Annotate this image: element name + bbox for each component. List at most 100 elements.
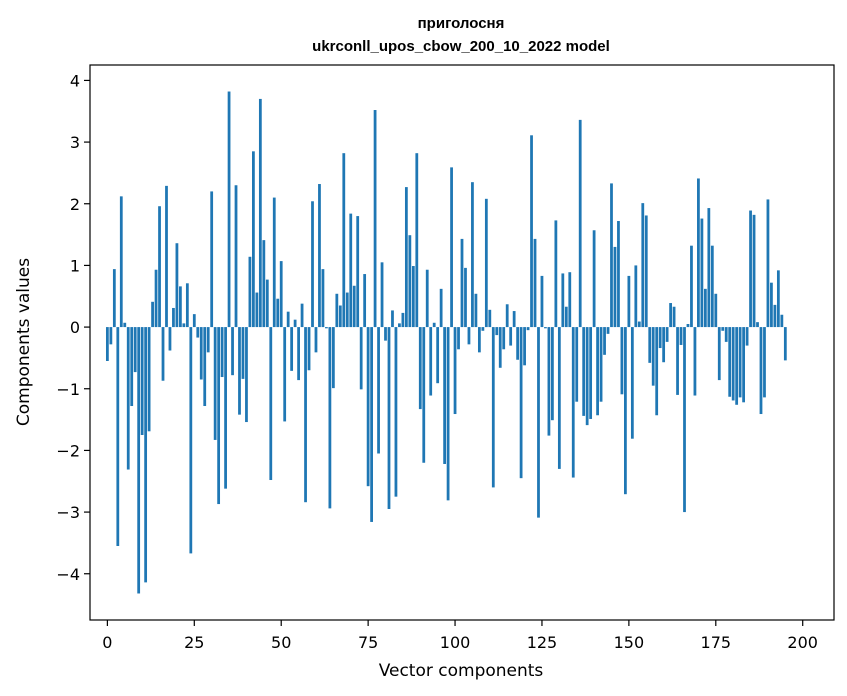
bar — [551, 327, 554, 421]
bar — [404, 187, 408, 328]
bar — [540, 275, 544, 328]
bar — [516, 327, 520, 360]
bar — [279, 261, 283, 328]
bar — [286, 311, 290, 328]
bar — [297, 327, 300, 381]
bar — [436, 327, 440, 384]
bar — [366, 327, 370, 487]
bar — [606, 327, 610, 334]
bar — [665, 327, 669, 342]
y-tick-label: −2 — [56, 441, 80, 460]
bar — [415, 153, 419, 328]
x-tick-label: 75 — [358, 633, 378, 652]
bar — [105, 327, 109, 361]
bar — [269, 327, 273, 481]
bar — [304, 327, 307, 503]
bar — [154, 269, 158, 328]
bar — [630, 327, 634, 439]
bar — [331, 327, 335, 389]
bar — [585, 327, 589, 426]
bar — [686, 324, 690, 328]
bar — [697, 178, 700, 328]
bar — [491, 327, 495, 488]
bar — [133, 327, 137, 373]
bar — [418, 327, 422, 410]
bar — [352, 285, 356, 328]
bar — [575, 327, 579, 402]
bar — [258, 98, 262, 328]
bar — [484, 198, 488, 328]
bar — [328, 327, 332, 509]
bar — [443, 327, 447, 464]
bar — [290, 327, 294, 371]
bar — [151, 301, 154, 328]
bar — [464, 267, 467, 328]
bar — [265, 279, 269, 328]
bar — [401, 312, 405, 328]
bar — [669, 303, 672, 328]
bar — [742, 327, 745, 403]
bar — [377, 327, 380, 454]
bar — [425, 269, 429, 328]
x-tick-label: 100 — [440, 633, 471, 652]
bar — [408, 235, 412, 328]
bar — [655, 327, 659, 416]
bar — [217, 327, 221, 505]
bar — [776, 270, 780, 328]
bar — [345, 292, 349, 328]
bar — [703, 288, 707, 328]
bar — [488, 309, 492, 328]
bar — [474, 293, 478, 328]
bar — [391, 310, 394, 328]
bar — [648, 327, 652, 363]
bar — [773, 304, 777, 328]
bar — [311, 201, 314, 328]
x-tick-label: 175 — [701, 633, 732, 652]
bar — [283, 327, 287, 422]
bar — [314, 327, 318, 353]
bar — [756, 322, 759, 328]
bar — [318, 184, 321, 328]
bar — [554, 220, 558, 328]
bar — [144, 327, 148, 583]
bar — [679, 327, 683, 345]
bar — [613, 246, 617, 328]
bar — [234, 185, 238, 328]
bar — [325, 327, 328, 329]
chart-subtitle: ukrconll_upos_cbow_200_10_2022 model — [312, 38, 610, 55]
plot-frame — [89, 64, 835, 621]
bar — [561, 273, 565, 328]
bar — [262, 240, 266, 328]
bar — [130, 327, 134, 407]
bar — [589, 327, 593, 419]
bar — [168, 327, 172, 351]
bar — [384, 327, 387, 341]
x-tick-label: 200 — [787, 633, 818, 652]
bar — [523, 327, 526, 366]
bar — [248, 256, 252, 328]
bar — [165, 185, 168, 328]
bar — [505, 304, 509, 328]
bar — [617, 221, 620, 328]
bar — [707, 208, 711, 328]
y-tick-label: 0 — [70, 318, 80, 337]
bar — [693, 327, 697, 396]
bar — [547, 327, 551, 436]
bar — [272, 197, 276, 328]
bar — [137, 327, 141, 594]
bar — [644, 215, 648, 328]
bar — [471, 182, 474, 328]
bar — [321, 269, 325, 328]
bar — [123, 322, 127, 328]
bar — [502, 327, 506, 350]
bar — [119, 196, 123, 328]
bar — [398, 323, 401, 328]
bar — [453, 327, 457, 415]
bar — [568, 272, 572, 328]
bar — [189, 327, 193, 554]
bar — [356, 216, 360, 328]
bar — [676, 327, 679, 395]
bar — [627, 275, 631, 328]
y-tick-label: 2 — [70, 195, 80, 214]
